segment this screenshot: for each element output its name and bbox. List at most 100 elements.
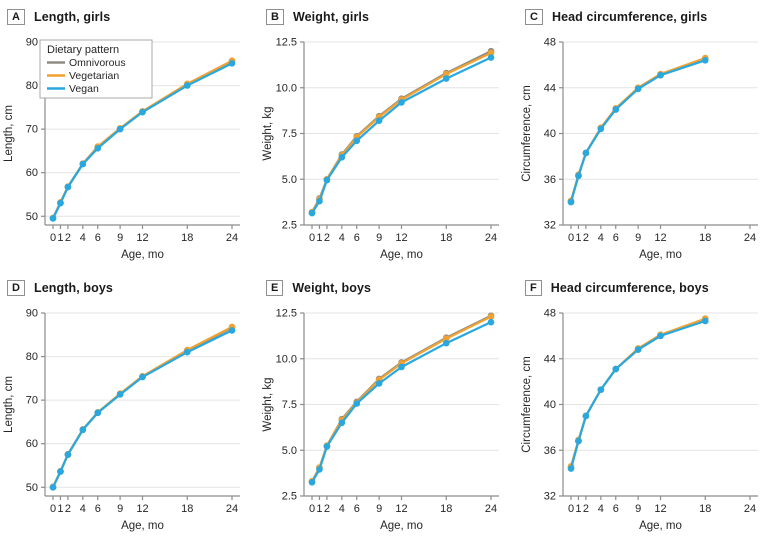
x-tick-label: 2: [65, 503, 71, 515]
legend-label-vegan: Vegan: [69, 83, 99, 95]
data-point-vegan: [323, 176, 331, 184]
y-tick-label: 48: [544, 308, 556, 320]
panel-letter-f: F: [525, 280, 542, 296]
x-tick-label: 1: [57, 503, 63, 515]
data-point-vegan: [398, 363, 405, 371]
x-tick-label: 2: [583, 503, 589, 515]
x-tick-label: 4: [339, 232, 345, 244]
x-tick-label: 12: [395, 503, 407, 515]
x-tick-label: 0: [568, 503, 574, 515]
data-point-vegan: [442, 339, 450, 347]
x-tick-label: 9: [117, 232, 123, 244]
panel-head-circumference-boys: F Head circumference, boys 32 36 40 44 48 0 1 2…: [518, 271, 777, 543]
x-axis-label: Age, mo: [380, 249, 423, 261]
data-point-vegan: [308, 209, 316, 217]
data-point-vegan: [634, 346, 642, 353]
y-tick-label: 70: [26, 395, 38, 407]
x-tick-label: 18: [699, 503, 711, 515]
panel-letter-b: B: [266, 9, 284, 25]
panel-length-boys: D Length, boys 50 60 70 80 90 0 1 2 4 6 9 12 18 24 Age…: [0, 271, 259, 543]
data-point-vegan: [575, 172, 582, 180]
data-point-vegan: [701, 317, 709, 325]
y-tick-label: 70: [26, 124, 38, 136]
x-tick-label: 1: [575, 232, 581, 244]
x-tick-label: 6: [613, 503, 619, 515]
x-tick-label: 1: [316, 232, 322, 244]
y-tick-label: 44: [544, 353, 556, 365]
y-axis-label: Length, cm: [3, 105, 15, 162]
x-tick-label: 4: [339, 503, 345, 515]
panel-header: E Weight, boys: [259, 271, 518, 299]
data-point-vegan: [634, 85, 642, 93]
data-point-vegan: [57, 468, 64, 475]
data-point-vegan: [612, 365, 620, 373]
x-tick-label: 9: [635, 232, 641, 244]
y-tick-label: 80: [26, 80, 38, 92]
data-point-vegan: [338, 153, 346, 161]
data-point-vegan: [375, 117, 383, 124]
y-tick-label: 50: [26, 482, 38, 494]
x-tick-label: 24: [226, 503, 238, 515]
data-point-vegan: [487, 318, 495, 326]
x-tick-label: 24: [744, 503, 756, 515]
data-point-vegan: [49, 483, 57, 491]
x-tick-label: 1: [316, 503, 322, 515]
series-line-vegetarian: [310, 315, 493, 483]
x-tick-label: 18: [181, 232, 193, 244]
x-tick-label: 2: [65, 232, 71, 244]
y-tick-label: 5.0: [282, 174, 297, 186]
x-axis-label: Age, mo: [380, 520, 423, 532]
y-tick-label: 60: [26, 438, 38, 450]
x-tick-label: 24: [744, 232, 756, 244]
y-tick-label: 36: [544, 174, 556, 186]
x-tick-label: 9: [376, 503, 382, 515]
x-tick-label: 6: [95, 503, 101, 515]
x-tick-label: 0: [309, 503, 315, 515]
panel-header: A Length, girls: [0, 0, 259, 28]
y-tick-label: 80: [26, 351, 38, 363]
data-point-vegan: [228, 60, 236, 67]
y-tick-label: 7.5: [282, 128, 297, 140]
data-point-vegan: [567, 198, 575, 206]
panel-title-length-boys: Length, boys: [33, 281, 113, 295]
data-point-vegan: [79, 426, 87, 434]
data-point-vegan: [398, 99, 405, 106]
x-tick-label: 12: [395, 232, 407, 244]
data-point-vegan: [64, 183, 72, 191]
x-tick-label: 2: [583, 232, 589, 244]
x-tick-label: 0: [568, 232, 574, 244]
x-tick-label: 24: [485, 503, 497, 515]
y-axis-label: Length, cm: [3, 376, 15, 433]
panel-header: D Length, boys: [0, 271, 259, 299]
x-tick-label: 6: [354, 232, 360, 244]
x-tick-label: 6: [613, 232, 619, 244]
y-axis-label: Weight, kg: [262, 106, 274, 160]
legend-label-vegetarian: Vegetarian: [69, 70, 119, 82]
data-point-vegan: [701, 57, 709, 64]
series-line-omnivorous: [310, 314, 493, 483]
data-point-vegan: [316, 197, 323, 205]
x-tick-label: 2: [324, 232, 330, 244]
x-tick-label: 4: [598, 232, 604, 244]
data-point-vegan: [139, 373, 146, 381]
data-point-vegan: [582, 412, 590, 420]
series-line-vegetarian: [569, 317, 707, 468]
x-tick-label: 12: [654, 503, 666, 515]
data-point-vegan: [139, 108, 146, 116]
y-tick-label: 32: [544, 220, 556, 232]
x-tick-label: 0: [309, 232, 315, 244]
x-tick-label: 12: [654, 232, 666, 244]
data-point-vegan: [228, 327, 236, 334]
x-tick-label: 4: [598, 503, 604, 515]
x-tick-label: 1: [57, 232, 63, 244]
data-point-vegan: [575, 437, 582, 445]
data-point-vegan: [64, 451, 72, 458]
x-tick-label: 4: [80, 503, 86, 515]
data-point-vegan: [183, 348, 191, 356]
x-tick-label: 4: [80, 232, 86, 244]
x-tick-label: 12: [136, 503, 148, 515]
y-tick-label: 48: [544, 37, 556, 49]
x-tick-label: 9: [635, 503, 641, 515]
